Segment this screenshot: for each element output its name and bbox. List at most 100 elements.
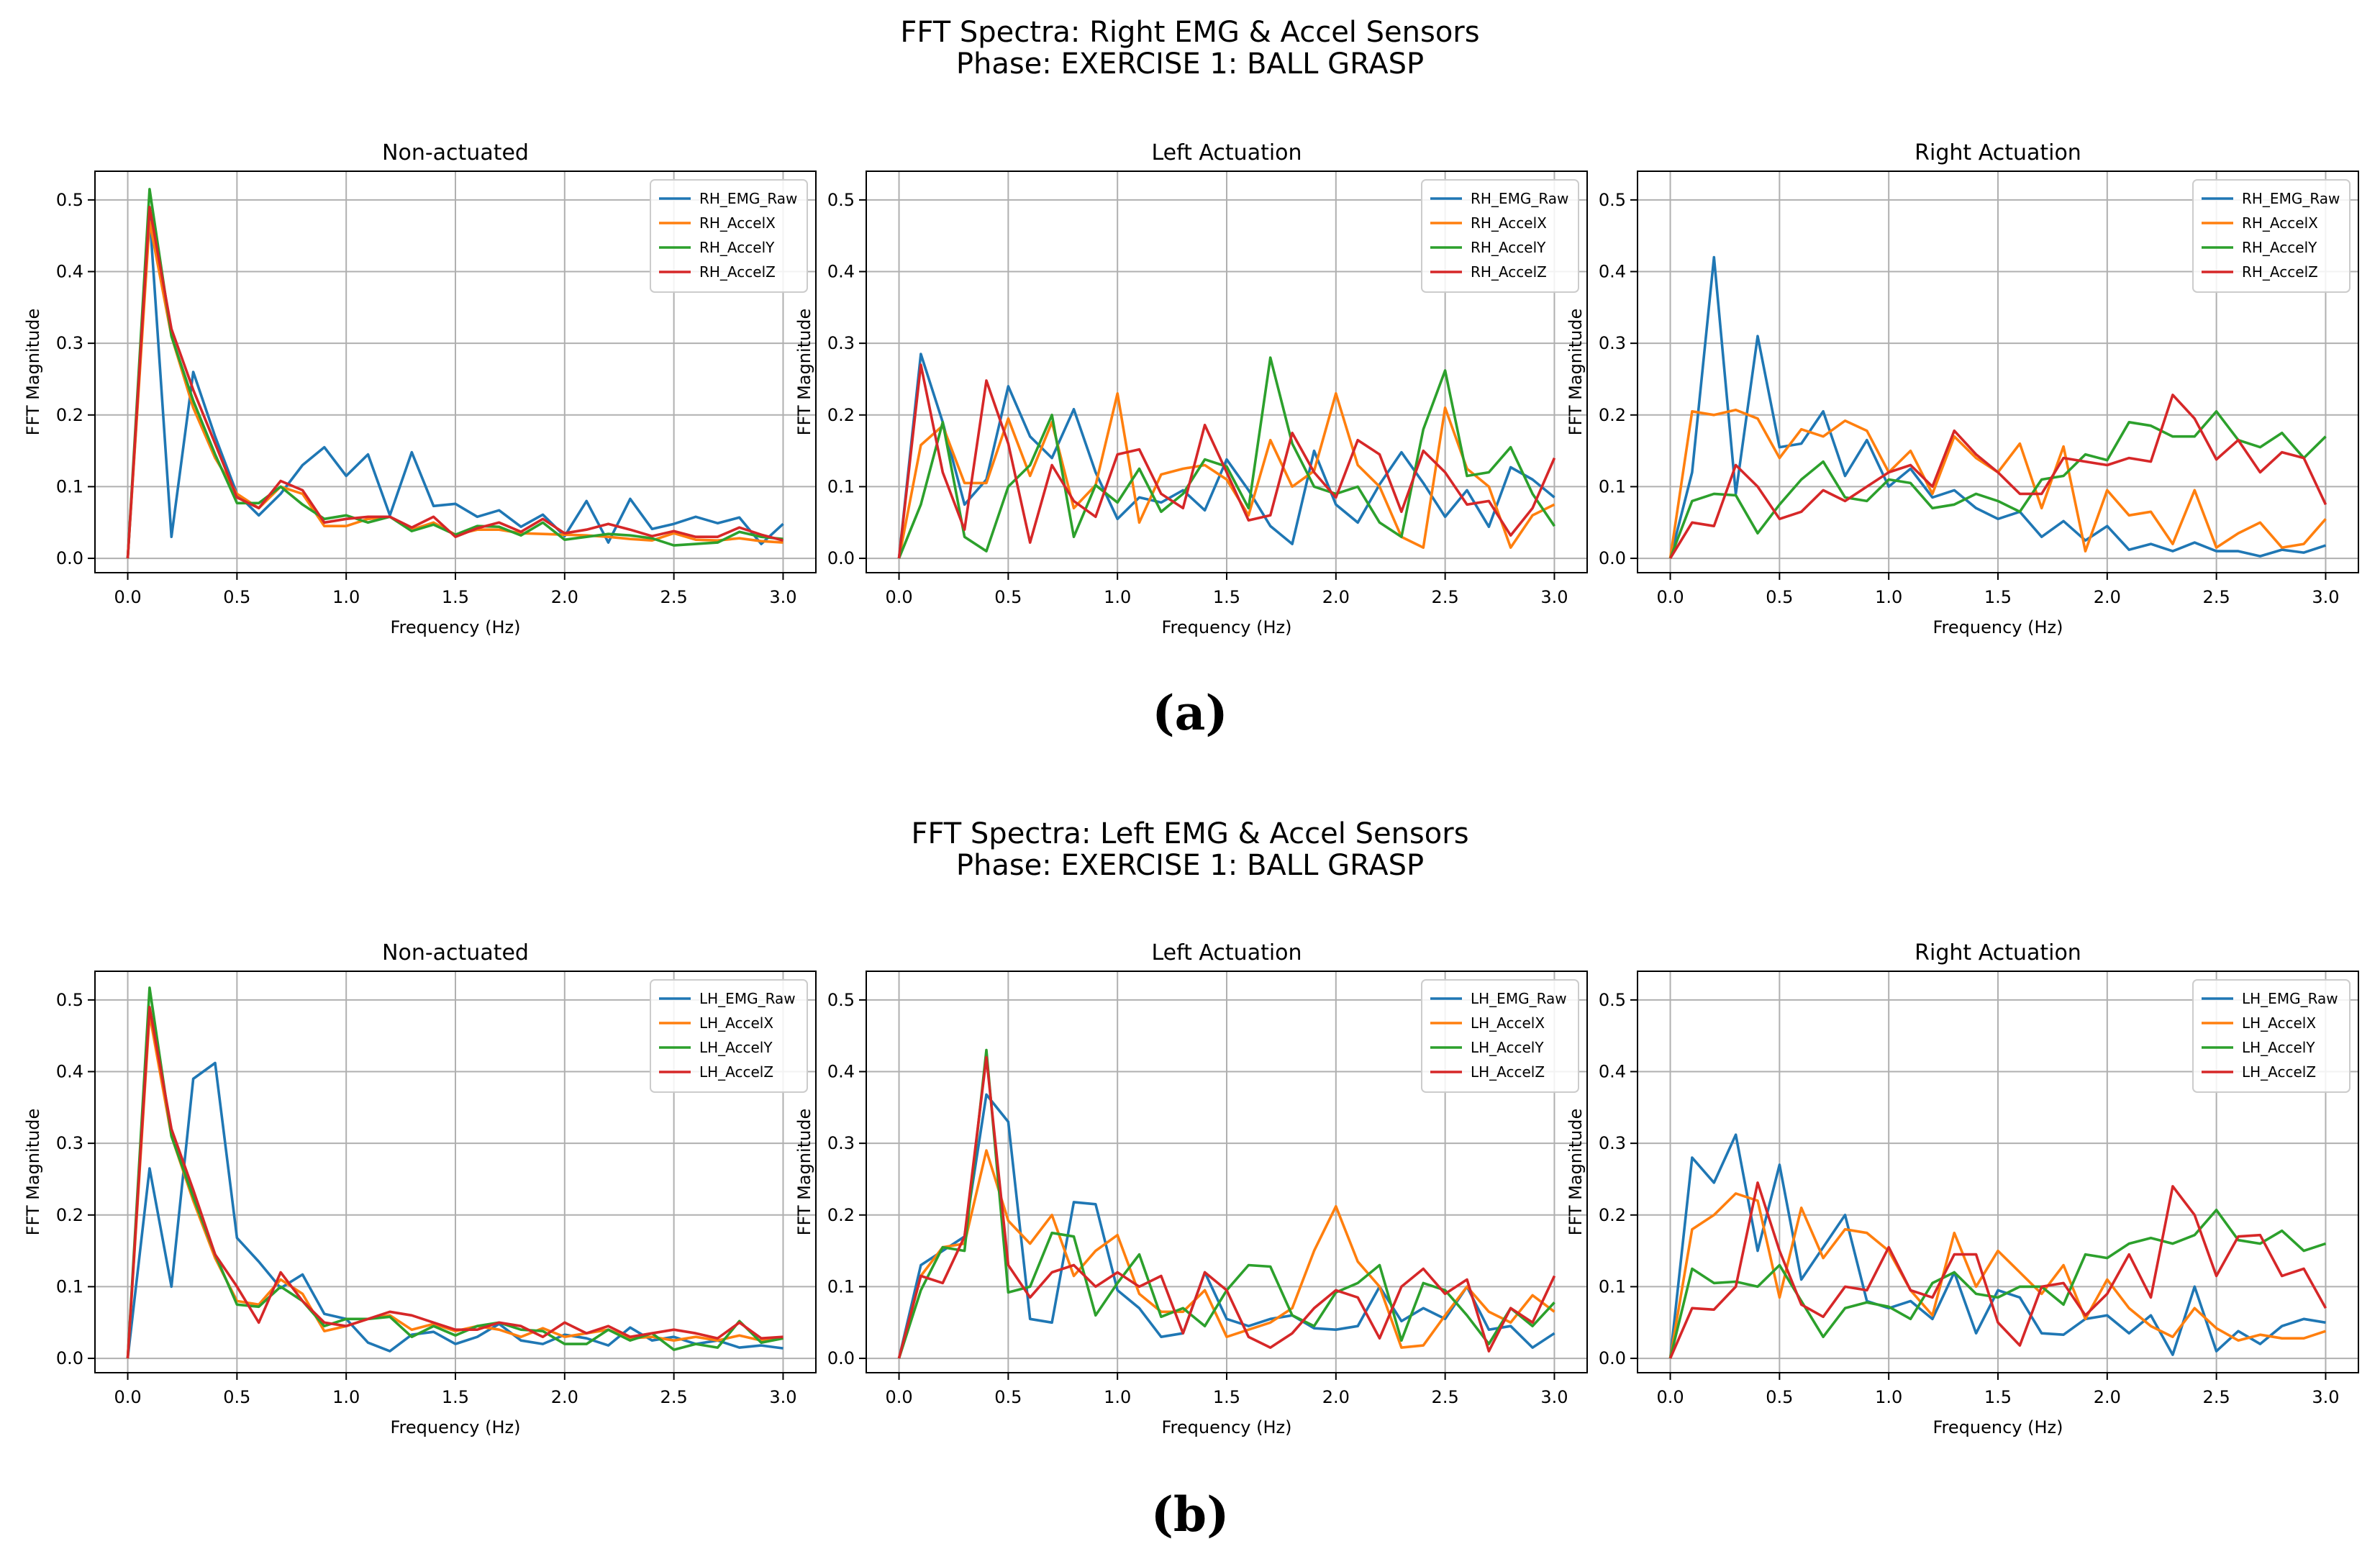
x-tick-label: 1.5 <box>1984 1387 2012 1407</box>
y-tick-label: 0.3 <box>1599 333 1626 353</box>
x-tick-label: 2.5 <box>660 1387 688 1407</box>
y-axis-label: FFT Magnitude <box>794 1109 814 1236</box>
x-tick-label: 3.0 <box>769 587 796 607</box>
series-line-rh-emg-raw <box>897 353 1555 559</box>
suptitle-b-line2: Phase: EXERCISE 1: BALL GRASP <box>956 849 1424 882</box>
legend-label: RH_AccelZ <box>1471 263 1547 281</box>
x-tick-label: 0.0 <box>114 587 141 607</box>
suptitle-a-line1: FFT Spectra: Right EMG & Accel Sensors <box>900 16 1479 49</box>
x-tick-label: 1.5 <box>442 587 469 607</box>
legend-label: LH_EMG_Raw <box>2242 990 2338 1007</box>
legend-label: RH_EMG_Raw <box>1471 190 1568 207</box>
x-axis-label: Frequency (Hz) <box>1162 1417 1292 1437</box>
y-tick-label: 0.2 <box>56 405 83 425</box>
x-tick-label: 0.5 <box>1766 1387 1793 1407</box>
x-axis-label: Frequency (Hz) <box>1162 617 1292 637</box>
legend: RH_EMG_Raw RH_AccelX RH_AccelY RH_AccelZ <box>1421 179 1579 293</box>
legend-label: LH_AccelZ <box>1471 1063 1545 1081</box>
subplot-b-1: 0.0 0.5 1.0 1.5 2.0 2.5 3.0 0.0 0.1 0.2 0.3 0.4 0.5 N… <box>23 940 817 1437</box>
x-tick-label: 1.0 <box>1875 1387 1902 1407</box>
suptitle-b-line1: FFT Spectra: Left EMG & Accel Sensors <box>911 817 1468 850</box>
y-tick-label: 0.4 <box>56 262 83 282</box>
subplot-a-1: 0.0 0.5 1.0 1.5 2.0 2.5 3.0 0.0 0.1 0.2 0.3 0.4 0.5 N… <box>23 140 817 637</box>
x-tick-label: 0.0 <box>1656 587 1684 607</box>
y-tick-label: 0.1 <box>1599 476 1626 496</box>
legend-label: RH_AccelY <box>1471 239 1546 256</box>
x-tick-label: 3.0 <box>2312 1387 2339 1407</box>
subplot-container: 0.0 0.5 1.0 1.5 2.0 2.5 3.0 0.0 0.1 0.2 0.3 0.4 0.5 N… <box>23 140 2359 1437</box>
y-axis-label: FFT Magnitude <box>1566 309 1586 436</box>
subplot-title: Right Actuation <box>1915 140 2081 165</box>
legend: LH_EMG_Raw LH_AccelX LH_AccelY LH_AccelZ <box>650 979 808 1093</box>
legend-label: LH_AccelX <box>1471 1014 1545 1032</box>
subplot-title: Non-actuated <box>382 940 529 965</box>
x-tick-label: 0.5 <box>1766 587 1793 607</box>
x-tick-label: 1.0 <box>1104 587 1131 607</box>
y-axis-label: FFT Magnitude <box>23 1109 43 1236</box>
subplot-title: Left Actuation <box>1151 140 1302 165</box>
x-tick-label: 1.5 <box>1213 587 1240 607</box>
x-tick-label: 0.0 <box>114 1387 141 1407</box>
y-tick-label: 0.4 <box>1599 1062 1626 1082</box>
legend-label: RH_AccelX <box>2242 214 2318 232</box>
subplot-b-3: 0.0 0.5 1.0 1.5 2.0 2.5 3.0 0.0 0.1 0.2 0.3 0.4 0.5 R… <box>1566 940 2359 1437</box>
legend-box <box>650 979 808 1093</box>
legend-label: LH_AccelX <box>699 1014 773 1032</box>
y-tick-label: 0.1 <box>56 1276 83 1296</box>
y-tick-label: 0.3 <box>56 1133 83 1153</box>
y-tick-label: 0.0 <box>827 1348 855 1368</box>
y-tick-label: 0.3 <box>827 1133 855 1153</box>
legend-label: RH_AccelY <box>699 239 775 256</box>
x-tick-label: 3.0 <box>2312 587 2339 607</box>
x-tick-label: 2.5 <box>2203 587 2230 607</box>
subplot-a-2: 0.0 0.5 1.0 1.5 2.0 2.5 3.0 0.0 0.1 0.2 0.3 0.4 0.5 L… <box>794 140 1588 637</box>
series-line-rh-accely <box>897 356 1555 559</box>
x-tick-label: 0.0 <box>885 1387 912 1407</box>
x-tick-label: 1.0 <box>1104 1387 1131 1407</box>
x-tick-label: 2.0 <box>2094 1387 2121 1407</box>
legend-label: RH_AccelY <box>2242 239 2317 256</box>
legend-label: RH_AccelZ <box>699 263 776 281</box>
series-line-lh-emg-raw <box>897 1093 1555 1359</box>
y-tick-label: 0.3 <box>827 333 855 353</box>
x-tick-label: 2.0 <box>551 1387 578 1407</box>
suptitle-a-line2: Phase: EXERCISE 1: BALL GRASP <box>956 47 1424 81</box>
series-line-rh-accelz <box>126 205 784 559</box>
series-line-lh-emg-raw <box>1668 1133 2326 1359</box>
legend-label: LH_AccelZ <box>2242 1063 2316 1081</box>
x-tick-label: 2.5 <box>1432 1387 1459 1407</box>
legend-label: LH_EMG_Raw <box>699 990 796 1007</box>
y-tick-label: 0.0 <box>1599 1348 1626 1368</box>
x-tick-label: 0.5 <box>223 587 250 607</box>
y-tick-label: 0.2 <box>56 1205 83 1225</box>
legend: RH_EMG_Raw RH_AccelX RH_AccelY RH_AccelZ <box>2192 179 2351 293</box>
y-tick-label: 0.3 <box>56 333 83 353</box>
x-axis-label: Frequency (Hz) <box>1933 617 2063 637</box>
x-tick-label: 3.0 <box>1540 1387 1568 1407</box>
y-tick-label: 0.0 <box>1599 548 1626 568</box>
series-line-lh-accelx <box>897 1149 1555 1359</box>
y-tick-label: 0.2 <box>1599 1205 1626 1225</box>
x-tick-label: 1.5 <box>1984 587 2012 607</box>
x-axis-label: Frequency (Hz) <box>391 1417 521 1437</box>
y-axis-label: FFT Magnitude <box>794 309 814 436</box>
x-tick-label: 2.5 <box>1432 587 1459 607</box>
y-tick-label: 0.2 <box>827 1205 855 1225</box>
series-line-lh-accelz <box>126 1006 784 1359</box>
y-tick-label: 0.1 <box>1599 1276 1626 1296</box>
caption-a: (a) <box>1152 685 1227 741</box>
x-tick-label: 0.5 <box>994 1387 1022 1407</box>
legend-label: RH_AccelX <box>1471 214 1547 232</box>
y-axis-label: FFT Magnitude <box>23 309 43 436</box>
legend-label: LH_AccelZ <box>699 1063 773 1081</box>
series-line-lh-accelz <box>897 1055 1556 1359</box>
x-tick-label: 1.5 <box>1213 1387 1240 1407</box>
series-line-lh-accelx <box>126 1013 784 1359</box>
y-tick-label: 0.0 <box>827 548 855 568</box>
legend: LH_EMG_Raw LH_AccelX LH_AccelY LH_AccelZ <box>2192 979 2351 1093</box>
y-tick-label: 0.2 <box>1599 405 1626 425</box>
legend-label: LH_AccelX <box>2242 1014 2316 1032</box>
y-tick-label: 0.0 <box>56 548 83 568</box>
series-line-lh-accelx <box>1668 1192 2327 1359</box>
